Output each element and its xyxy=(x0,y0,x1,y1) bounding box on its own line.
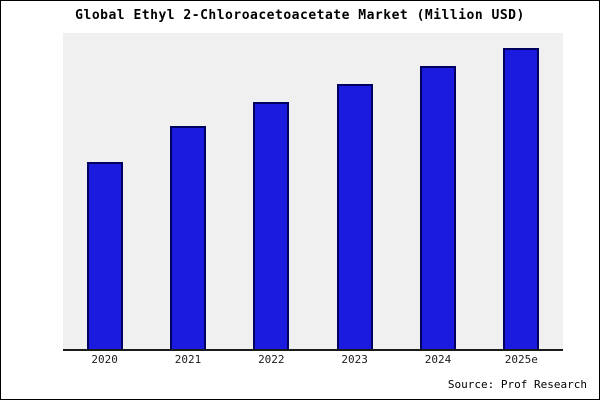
x-axis-labels: 2020 2021 2022 2023 2024 2025e xyxy=(63,353,563,366)
source-text: Source: Prof Research xyxy=(447,378,587,391)
bar-slot xyxy=(230,33,313,349)
x-tick-label: 2025e xyxy=(504,353,538,366)
bar-slot xyxy=(480,33,563,349)
bar-slot xyxy=(146,33,229,349)
x-tick-label: 2021 xyxy=(174,353,202,366)
bar-slot xyxy=(313,33,396,349)
bar-2023 xyxy=(336,84,373,349)
plot-area xyxy=(63,33,563,351)
bar-2024 xyxy=(419,66,456,349)
x-tick-label: 2024 xyxy=(424,353,452,366)
x-tick-label: 2020 xyxy=(91,353,118,366)
bar-2025e xyxy=(503,48,540,349)
x-tick-label: 2023 xyxy=(341,353,368,366)
bar-2022 xyxy=(253,102,290,349)
chart-title: Global Ethyl 2-Chloroacetoacetate Market… xyxy=(75,8,525,23)
bar-slot xyxy=(63,33,146,349)
bar-slot xyxy=(396,33,479,349)
bar-2020 xyxy=(86,162,123,349)
x-tick-label: 2022 xyxy=(258,353,285,366)
bar-2021 xyxy=(169,126,206,349)
